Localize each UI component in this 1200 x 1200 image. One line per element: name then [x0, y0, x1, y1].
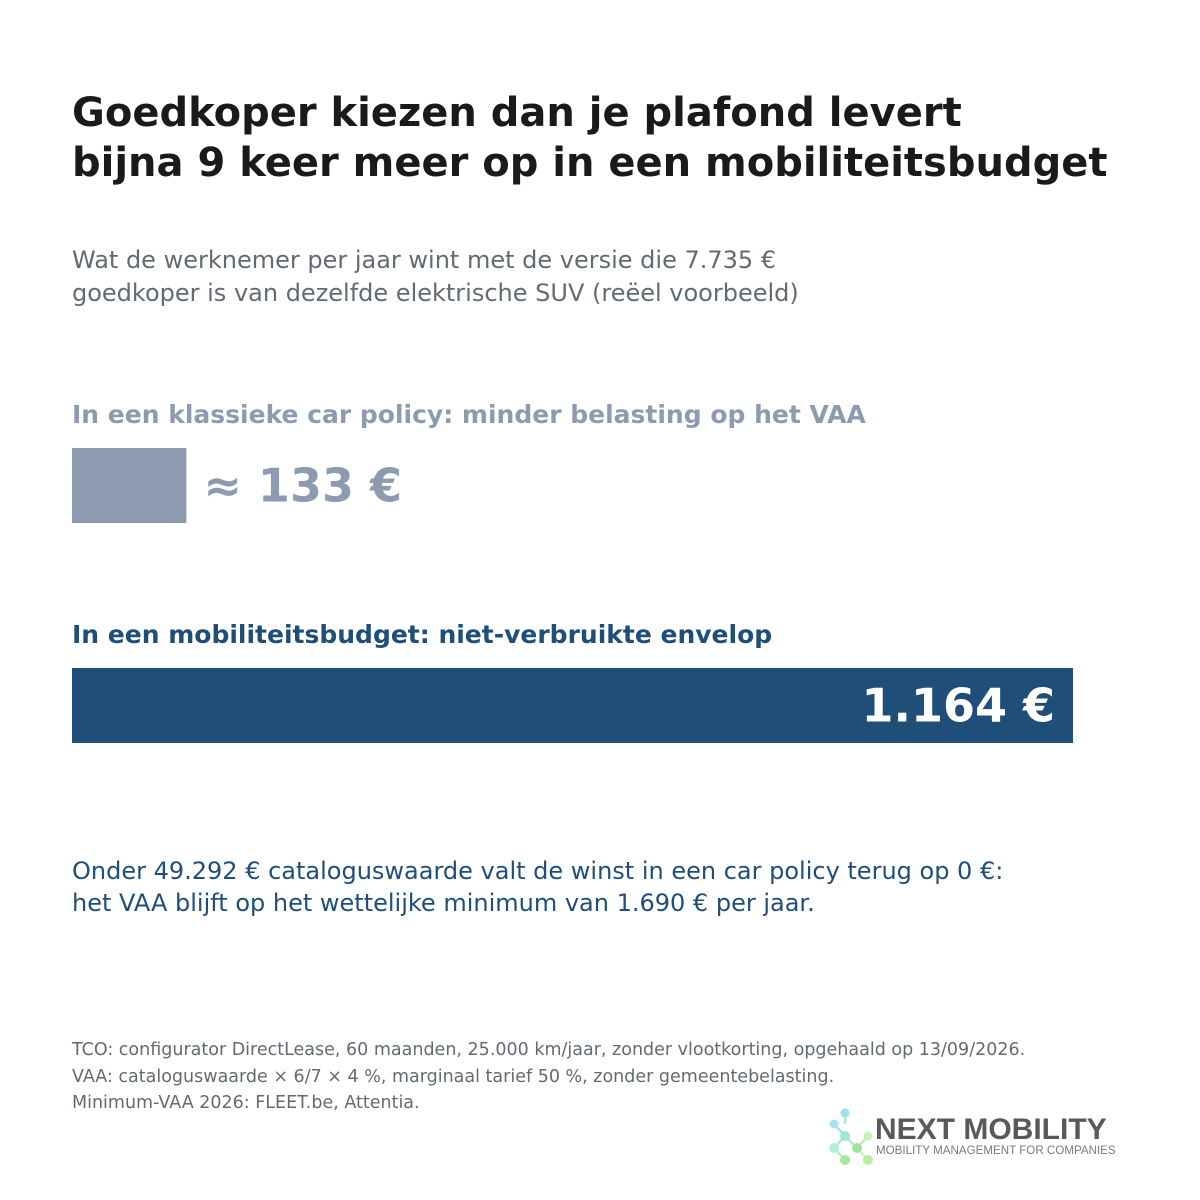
chart-title-line-2: bijna 9 keer meer op in een mobiliteitsb…: [72, 140, 1108, 186]
category-label-mobility-budget: In een mobiliteitsbudget: niet-verbruikt…: [72, 620, 773, 649]
molecule-network-icon: [829, 1108, 873, 1165]
logo-tagline: MOBILITY MANAGEMENT FOR COMPANIES: [876, 1144, 1116, 1157]
source-line-1: TCO: configurator DirectLease, 60 maande…: [72, 1040, 1026, 1060]
footnote-line-1: Onder 49.292 € cataloguswaarde valt de w…: [72, 857, 1004, 885]
bar-value-label-0: ≈ 133 €: [203, 459, 402, 513]
chart-title: Goedkoper kiezen dan je plafond levert b…: [72, 88, 1172, 188]
bar-0: [72, 448, 187, 523]
bar-value-label-1: 1.164 €: [861, 679, 1055, 733]
source-notes: TCO: configurator DirectLease, 60 maande…: [72, 1037, 1152, 1117]
chart-subtitle: Wat de werknemer per jaar wint met de ve…: [72, 244, 1132, 310]
bar-1: [72, 668, 1073, 743]
source-line-2: VAA: cataloguswaarde × 6/7 × 4 %, margin…: [72, 1066, 835, 1087]
logo-wordmark: NEXT MOBILITY: [875, 1113, 1107, 1146]
footnote-line-2: het VAA blijft op het wettelijke minimum…: [72, 889, 815, 917]
chart-subtitle-line-2: goedkoper is van dezelfde elektrische SU…: [72, 279, 799, 307]
source-line-3: Minimum-VAA 2026: FLEET.be, Attentia.: [72, 1093, 420, 1113]
category-label-car-policy: In een klassieke car policy: minder bela…: [72, 400, 866, 429]
chart-subtitle-line-1: Wat de werknemer per jaar wint met de ve…: [72, 246, 777, 274]
footnote-highlight: Onder 49.292 € cataloguswaarde valt de w…: [72, 855, 1152, 919]
next-mobility-logo: NEXT MOBILITY MOBILITY MANAGEMENT FOR CO…: [826, 1106, 1146, 1168]
chart-title-line-1: Goedkoper kiezen dan je plafond levert: [72, 90, 962, 136]
